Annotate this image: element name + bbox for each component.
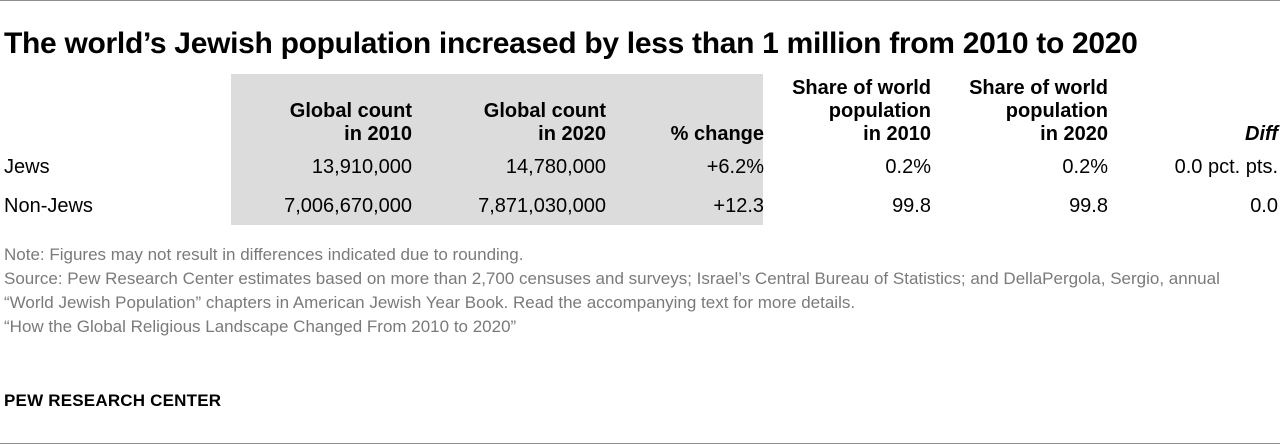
brand-logo-text: PEW RESEARCH CENTER [4,391,222,410]
table-cell-share2010: 99.8 [892,195,931,217]
column-header-pct_change: % change [574,76,764,146]
report-title: “How the Global Religious Landscape Chan… [4,317,517,336]
table-cell-diff: 0.0 pct. pts. [1174,156,1278,178]
table-cell-count2010: 7,006,670,000 [284,195,412,217]
column-header-count2020: Global count in 2020 [416,76,606,146]
column-header-line: Share of world [792,77,931,99]
table-cell-share2020: 99.8 [1069,195,1108,217]
table-cell-share2010: 0.2% [885,156,931,178]
top-rule [0,0,1280,1]
column-header-line: in 2020 [538,123,606,145]
column-header-line: % change [670,123,764,145]
column-header-line: in 2020 [1040,123,1108,145]
table-cell-share2020: 0.2% [1062,156,1108,178]
note-text: Note: Figures may not result in differen… [4,245,524,264]
table-cell-pct_change: +12.3 [713,195,764,217]
table-cell-count2010: 13,910,000 [311,156,412,178]
source-text: Source: Pew Research Center estimates ba… [4,269,1220,312]
row-label: Non-Jews [4,195,93,217]
column-header-line: Share of world [969,77,1108,99]
table-cell-diff: 0.0 [1250,195,1278,217]
row-label: Jews [4,156,50,178]
column-header-line: Diff [1245,123,1278,145]
column-header-line: in 2010 [344,123,412,145]
column-header-share2020: Share of world population in 2020 [918,76,1108,146]
notes-block: Note: Figures may not result in differen… [4,243,1264,339]
column-header-line: in 2010 [863,123,931,145]
column-header-line: Global count [483,100,606,122]
highlight-band [231,74,763,225]
column-header-line: population [828,100,931,122]
table-cell-count2020: 14,780,000 [505,156,606,178]
column-header-count2010: Global count in 2010 [222,76,412,146]
bottom-rule [0,443,1280,444]
column-header-line: Global count [289,100,412,122]
column-header-share2010: Share of world population in 2010 [741,76,931,146]
chart-title: The world’s Jewish population increased … [4,27,1138,60]
column-header-diff: Diff [1088,76,1278,146]
column-header-line: population [1005,100,1108,122]
table-cell-count2020: 7,871,030,000 [478,195,606,217]
table-cell-pct_change: +6.2% [706,156,764,178]
